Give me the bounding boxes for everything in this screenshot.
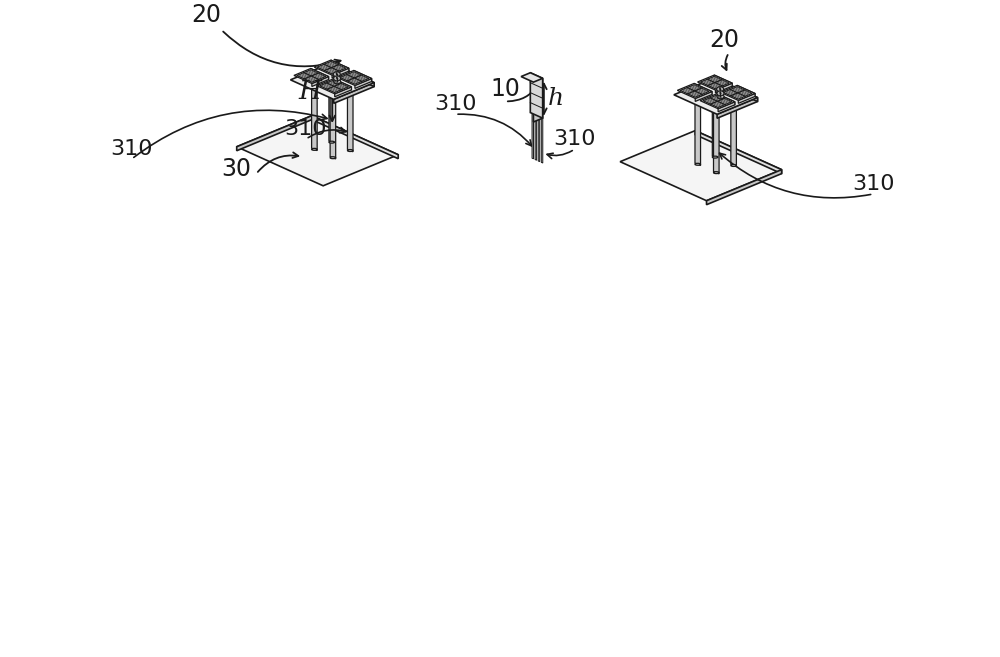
Polygon shape: [680, 85, 709, 97]
Ellipse shape: [312, 83, 317, 85]
Polygon shape: [694, 83, 712, 95]
Polygon shape: [532, 114, 534, 159]
Polygon shape: [329, 76, 334, 143]
Polygon shape: [530, 73, 543, 118]
Polygon shape: [715, 83, 732, 93]
Polygon shape: [538, 116, 540, 162]
Polygon shape: [334, 79, 351, 90]
Polygon shape: [331, 63, 374, 87]
Polygon shape: [703, 95, 732, 108]
Polygon shape: [738, 93, 755, 103]
Polygon shape: [695, 91, 712, 101]
Polygon shape: [312, 77, 329, 87]
Ellipse shape: [329, 76, 334, 78]
Polygon shape: [355, 79, 372, 89]
Ellipse shape: [731, 164, 736, 166]
Ellipse shape: [347, 85, 353, 87]
Polygon shape: [620, 131, 782, 201]
Text: 20: 20: [191, 3, 221, 27]
Ellipse shape: [731, 100, 736, 102]
Ellipse shape: [695, 164, 701, 166]
Polygon shape: [312, 83, 317, 150]
Ellipse shape: [333, 75, 340, 79]
Polygon shape: [674, 78, 758, 114]
Polygon shape: [330, 92, 336, 159]
Polygon shape: [718, 102, 735, 112]
Text: 30: 30: [221, 157, 251, 181]
Polygon shape: [320, 80, 349, 93]
Text: 310: 310: [434, 95, 476, 114]
Polygon shape: [700, 94, 735, 109]
Polygon shape: [714, 78, 758, 102]
Ellipse shape: [312, 148, 317, 150]
Polygon shape: [535, 115, 537, 160]
Polygon shape: [354, 70, 372, 81]
Polygon shape: [337, 70, 372, 85]
Polygon shape: [731, 99, 736, 167]
Polygon shape: [335, 87, 351, 97]
Ellipse shape: [717, 87, 724, 92]
Polygon shape: [714, 106, 719, 174]
Ellipse shape: [712, 91, 718, 93]
Polygon shape: [312, 116, 398, 159]
Text: 310: 310: [110, 139, 153, 159]
Ellipse shape: [714, 107, 719, 109]
Text: H: H: [299, 79, 322, 104]
Polygon shape: [314, 60, 349, 75]
Polygon shape: [294, 68, 329, 83]
Polygon shape: [347, 85, 353, 152]
Ellipse shape: [333, 72, 340, 77]
Polygon shape: [332, 68, 349, 78]
Polygon shape: [237, 116, 312, 150]
Polygon shape: [290, 63, 374, 99]
Ellipse shape: [330, 157, 336, 159]
Text: 310: 310: [285, 119, 327, 139]
Polygon shape: [677, 83, 712, 99]
Ellipse shape: [330, 92, 336, 94]
Text: 20: 20: [709, 28, 739, 52]
Text: 310: 310: [852, 174, 895, 194]
Ellipse shape: [334, 76, 341, 81]
Polygon shape: [698, 75, 732, 90]
Text: 310: 310: [553, 129, 596, 149]
Polygon shape: [237, 116, 398, 186]
Polygon shape: [707, 170, 782, 205]
Polygon shape: [717, 97, 758, 118]
Polygon shape: [695, 131, 782, 173]
Polygon shape: [340, 72, 369, 84]
Polygon shape: [695, 99, 701, 166]
Polygon shape: [723, 87, 752, 99]
Polygon shape: [297, 70, 326, 82]
Ellipse shape: [334, 79, 341, 84]
Polygon shape: [533, 78, 543, 122]
Ellipse shape: [347, 150, 353, 152]
Polygon shape: [700, 76, 729, 89]
Ellipse shape: [714, 171, 719, 173]
Polygon shape: [737, 85, 755, 97]
Polygon shape: [317, 79, 351, 94]
Polygon shape: [331, 60, 349, 71]
Polygon shape: [712, 91, 718, 158]
Polygon shape: [720, 85, 755, 101]
Polygon shape: [317, 61, 346, 74]
Polygon shape: [717, 94, 735, 105]
Ellipse shape: [712, 156, 718, 158]
Text: h: h: [548, 87, 564, 110]
Polygon shape: [541, 118, 543, 163]
Ellipse shape: [717, 90, 724, 95]
Text: 10: 10: [490, 78, 520, 101]
Polygon shape: [334, 83, 374, 103]
Ellipse shape: [717, 91, 724, 96]
Ellipse shape: [695, 99, 701, 101]
Ellipse shape: [717, 94, 724, 99]
Polygon shape: [521, 73, 543, 82]
Polygon shape: [714, 75, 732, 86]
Ellipse shape: [329, 141, 334, 143]
Polygon shape: [311, 68, 329, 79]
